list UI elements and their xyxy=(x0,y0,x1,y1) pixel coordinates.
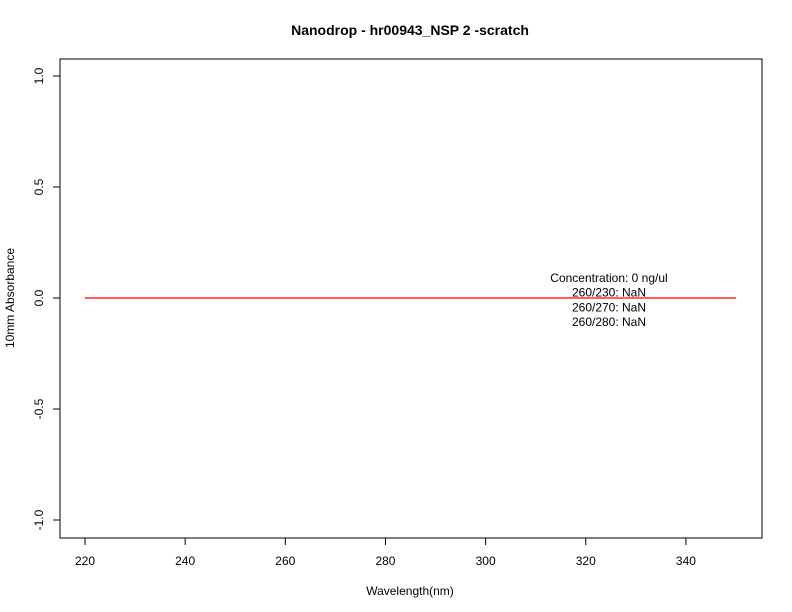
annotation-line: 260/280: NaN xyxy=(572,315,646,329)
y-axis-label: 10mm Absorbance xyxy=(3,248,17,348)
annotation-line: 260/270: NaN xyxy=(572,300,646,314)
y-tick-label: 0.5 xyxy=(32,178,46,195)
x-tick-label: 300 xyxy=(476,554,496,568)
x-tick-label: 260 xyxy=(275,554,295,568)
x-tick-label: 240 xyxy=(175,554,195,568)
x-tick-label: 280 xyxy=(375,554,395,568)
x-axis: 220 240 260 280 300 320 340 xyxy=(75,537,696,568)
y-tick-label: 1.0 xyxy=(32,67,46,84)
y-tick-label: 0.0 xyxy=(32,289,46,306)
x-tick-label: 320 xyxy=(576,554,596,568)
x-axis-label: Wavelength(nm) xyxy=(366,584,454,598)
annotation-line: 260/230: NaN xyxy=(572,286,646,300)
chart-title: Nanodrop - hr00943_NSP 2 -scratch xyxy=(291,22,529,38)
y-tick-label: -1.0 xyxy=(32,509,46,530)
x-tick-label: 220 xyxy=(75,554,95,568)
annotation-line: Concentration: 0 ng/ul xyxy=(550,271,667,285)
y-tick-label: -0.5 xyxy=(32,398,46,419)
x-tick-label: 340 xyxy=(676,554,696,568)
y-axis: -1.0 -0.5 0.0 0.5 1.0 xyxy=(32,67,61,530)
